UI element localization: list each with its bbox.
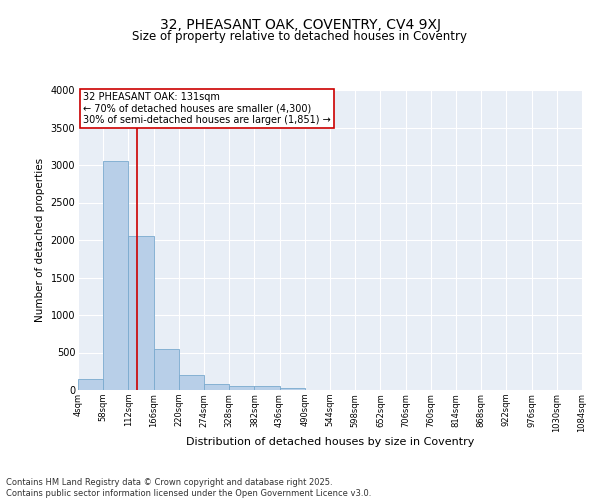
Text: 32 PHEASANT OAK: 131sqm
← 70% of detached houses are smaller (4,300)
30% of semi: 32 PHEASANT OAK: 131sqm ← 70% of detache… bbox=[83, 92, 331, 124]
Y-axis label: Number of detached properties: Number of detached properties bbox=[35, 158, 45, 322]
Text: Contains HM Land Registry data © Crown copyright and database right 2025.
Contai: Contains HM Land Registry data © Crown c… bbox=[6, 478, 371, 498]
Bar bbox=[179, 375, 204, 390]
Text: Size of property relative to detached houses in Coventry: Size of property relative to detached ho… bbox=[133, 30, 467, 43]
Bar bbox=[103, 161, 128, 390]
Text: 32, PHEASANT OAK, COVENTRY, CV4 9XJ: 32, PHEASANT OAK, COVENTRY, CV4 9XJ bbox=[160, 18, 440, 32]
X-axis label: Distribution of detached houses by size in Coventry: Distribution of detached houses by size … bbox=[186, 438, 474, 448]
Bar bbox=[154, 349, 179, 390]
Bar bbox=[280, 388, 305, 390]
Bar bbox=[229, 386, 254, 390]
Bar bbox=[204, 384, 229, 390]
Bar bbox=[254, 386, 280, 390]
Bar bbox=[128, 236, 154, 390]
Bar bbox=[78, 379, 103, 390]
